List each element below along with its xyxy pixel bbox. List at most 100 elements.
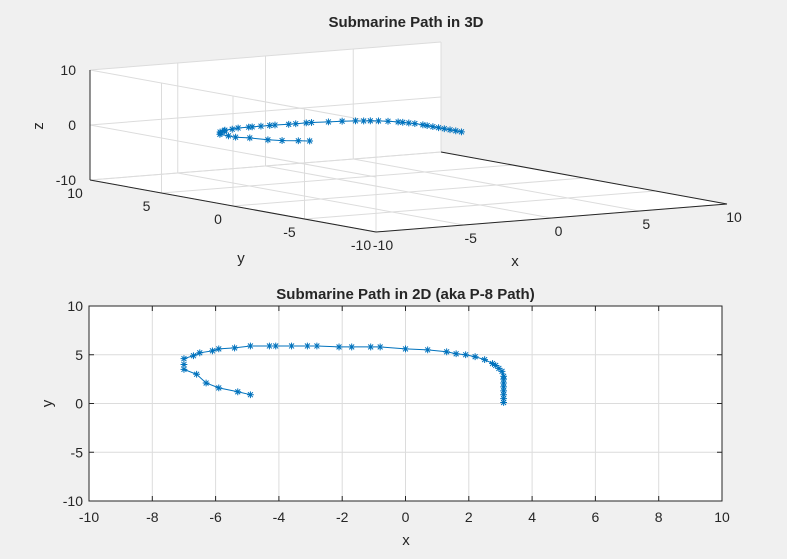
data-point-3d xyxy=(266,122,274,129)
data-point-2d xyxy=(348,343,356,351)
data-point-3d xyxy=(228,125,236,133)
data-point-3d xyxy=(419,121,427,129)
data-point-3d xyxy=(394,118,402,126)
data-point-3d xyxy=(352,117,359,125)
data-point-2d xyxy=(424,346,432,354)
data-point-2d xyxy=(452,350,460,358)
y-axis-label-2d: y xyxy=(39,399,56,407)
data-point-2d xyxy=(495,365,503,372)
x-tick-label: -10 xyxy=(373,237,393,253)
data-point-2d xyxy=(215,384,223,392)
data-point-2d xyxy=(481,356,489,364)
data-point-3d xyxy=(271,121,279,129)
data-point-3d xyxy=(292,120,300,128)
data-point-2d xyxy=(443,348,451,356)
gridline-z xyxy=(89,41,442,71)
data-point-3d xyxy=(216,130,224,138)
data-point-3d xyxy=(411,120,419,127)
data-point-2d xyxy=(209,347,216,355)
y-tick-label: 10 xyxy=(67,185,83,201)
x-tick-label: 4 xyxy=(528,509,536,525)
data-point-2d xyxy=(313,342,321,350)
data-point-3d xyxy=(220,127,228,135)
x-tick-label: 2 xyxy=(465,509,473,525)
x-axis-label-2d: x xyxy=(402,532,410,549)
data-point-3d xyxy=(248,123,256,131)
x-tick-label: 8 xyxy=(655,509,663,525)
data-point-3d xyxy=(232,133,239,141)
x-axis-line xyxy=(375,203,728,233)
data-point-3d xyxy=(325,118,332,126)
data-point-3d xyxy=(446,126,454,134)
z-axis-label-3d: z xyxy=(30,122,47,130)
data-point-3d xyxy=(435,124,442,132)
data-point-2d xyxy=(335,343,343,351)
data-point-2d xyxy=(489,360,496,367)
data-point-3d xyxy=(452,127,460,135)
data-point-3d xyxy=(294,137,302,145)
gridline-z xyxy=(89,69,377,123)
y-tick-label: 0 xyxy=(214,211,222,227)
axes-box-2d xyxy=(88,305,723,502)
data-point-2d xyxy=(196,349,204,357)
data-point-3d xyxy=(257,122,265,130)
data-point-3d xyxy=(366,117,374,125)
data-point-2d xyxy=(247,391,254,399)
data-point-3d xyxy=(375,117,382,125)
y-tick-label: -10 xyxy=(351,237,371,253)
data-point-2d xyxy=(193,370,201,378)
z-tick-label: 10 xyxy=(60,62,76,78)
data-point-3d xyxy=(338,117,346,125)
data-point-2d xyxy=(500,383,508,391)
data-point-2d xyxy=(500,399,508,406)
data-point-3d xyxy=(302,119,310,127)
data-point-2d xyxy=(402,345,409,353)
data-point-2d xyxy=(471,353,479,361)
x-tick-label: 10 xyxy=(726,209,742,225)
y-tick-label: 10 xyxy=(67,298,83,314)
chart-title-3d: Submarine Path in 3D xyxy=(328,14,483,31)
gridline-y xyxy=(161,164,513,194)
data-point-2d xyxy=(500,379,508,387)
data-point-2d xyxy=(231,344,238,352)
x-tick-label: 0 xyxy=(402,509,410,525)
floor-edge xyxy=(440,151,728,205)
data-point-2d xyxy=(180,355,188,363)
gridline-y xyxy=(304,190,656,220)
data-point-2d xyxy=(462,351,470,359)
y-tick-label: 5 xyxy=(143,198,151,214)
y-axis-label-3d: y xyxy=(237,250,245,267)
data-point-3d xyxy=(399,118,407,126)
x-tick-label: 10 xyxy=(714,509,730,525)
data-point-3d xyxy=(458,128,465,136)
data-point-2d xyxy=(180,365,188,373)
data-point-2d xyxy=(266,342,273,350)
y-tick-label: -5 xyxy=(71,444,84,460)
x-tick-label: 0 xyxy=(555,223,563,239)
y-tick-label: 5 xyxy=(75,347,83,363)
data-point-3d xyxy=(306,137,314,145)
data-point-3d xyxy=(405,119,413,127)
data-point-3d xyxy=(429,123,437,131)
data-point-3d xyxy=(360,117,368,125)
data-point-2d xyxy=(202,379,210,387)
gridline-z xyxy=(89,124,377,178)
data-point-2d xyxy=(190,352,197,360)
gridline-z xyxy=(89,96,442,126)
x-tick-label: -5 xyxy=(465,230,478,246)
x-tick-label: 5 xyxy=(642,216,650,232)
data-point-2d xyxy=(376,343,384,351)
gridline-z xyxy=(89,151,442,181)
data-point-2d xyxy=(303,342,311,350)
y-tick-label: -10 xyxy=(63,493,83,509)
x-tick-label: -4 xyxy=(273,509,286,525)
gridline-y xyxy=(232,177,585,207)
data-point-2d xyxy=(180,361,188,368)
data-point-3d xyxy=(246,134,254,142)
data-point-3d xyxy=(225,132,232,140)
x-tick-label: -8 xyxy=(146,509,159,525)
data-point-3d xyxy=(423,122,431,130)
data-point-2d xyxy=(500,372,508,380)
z-tick-label: 0 xyxy=(68,117,76,133)
